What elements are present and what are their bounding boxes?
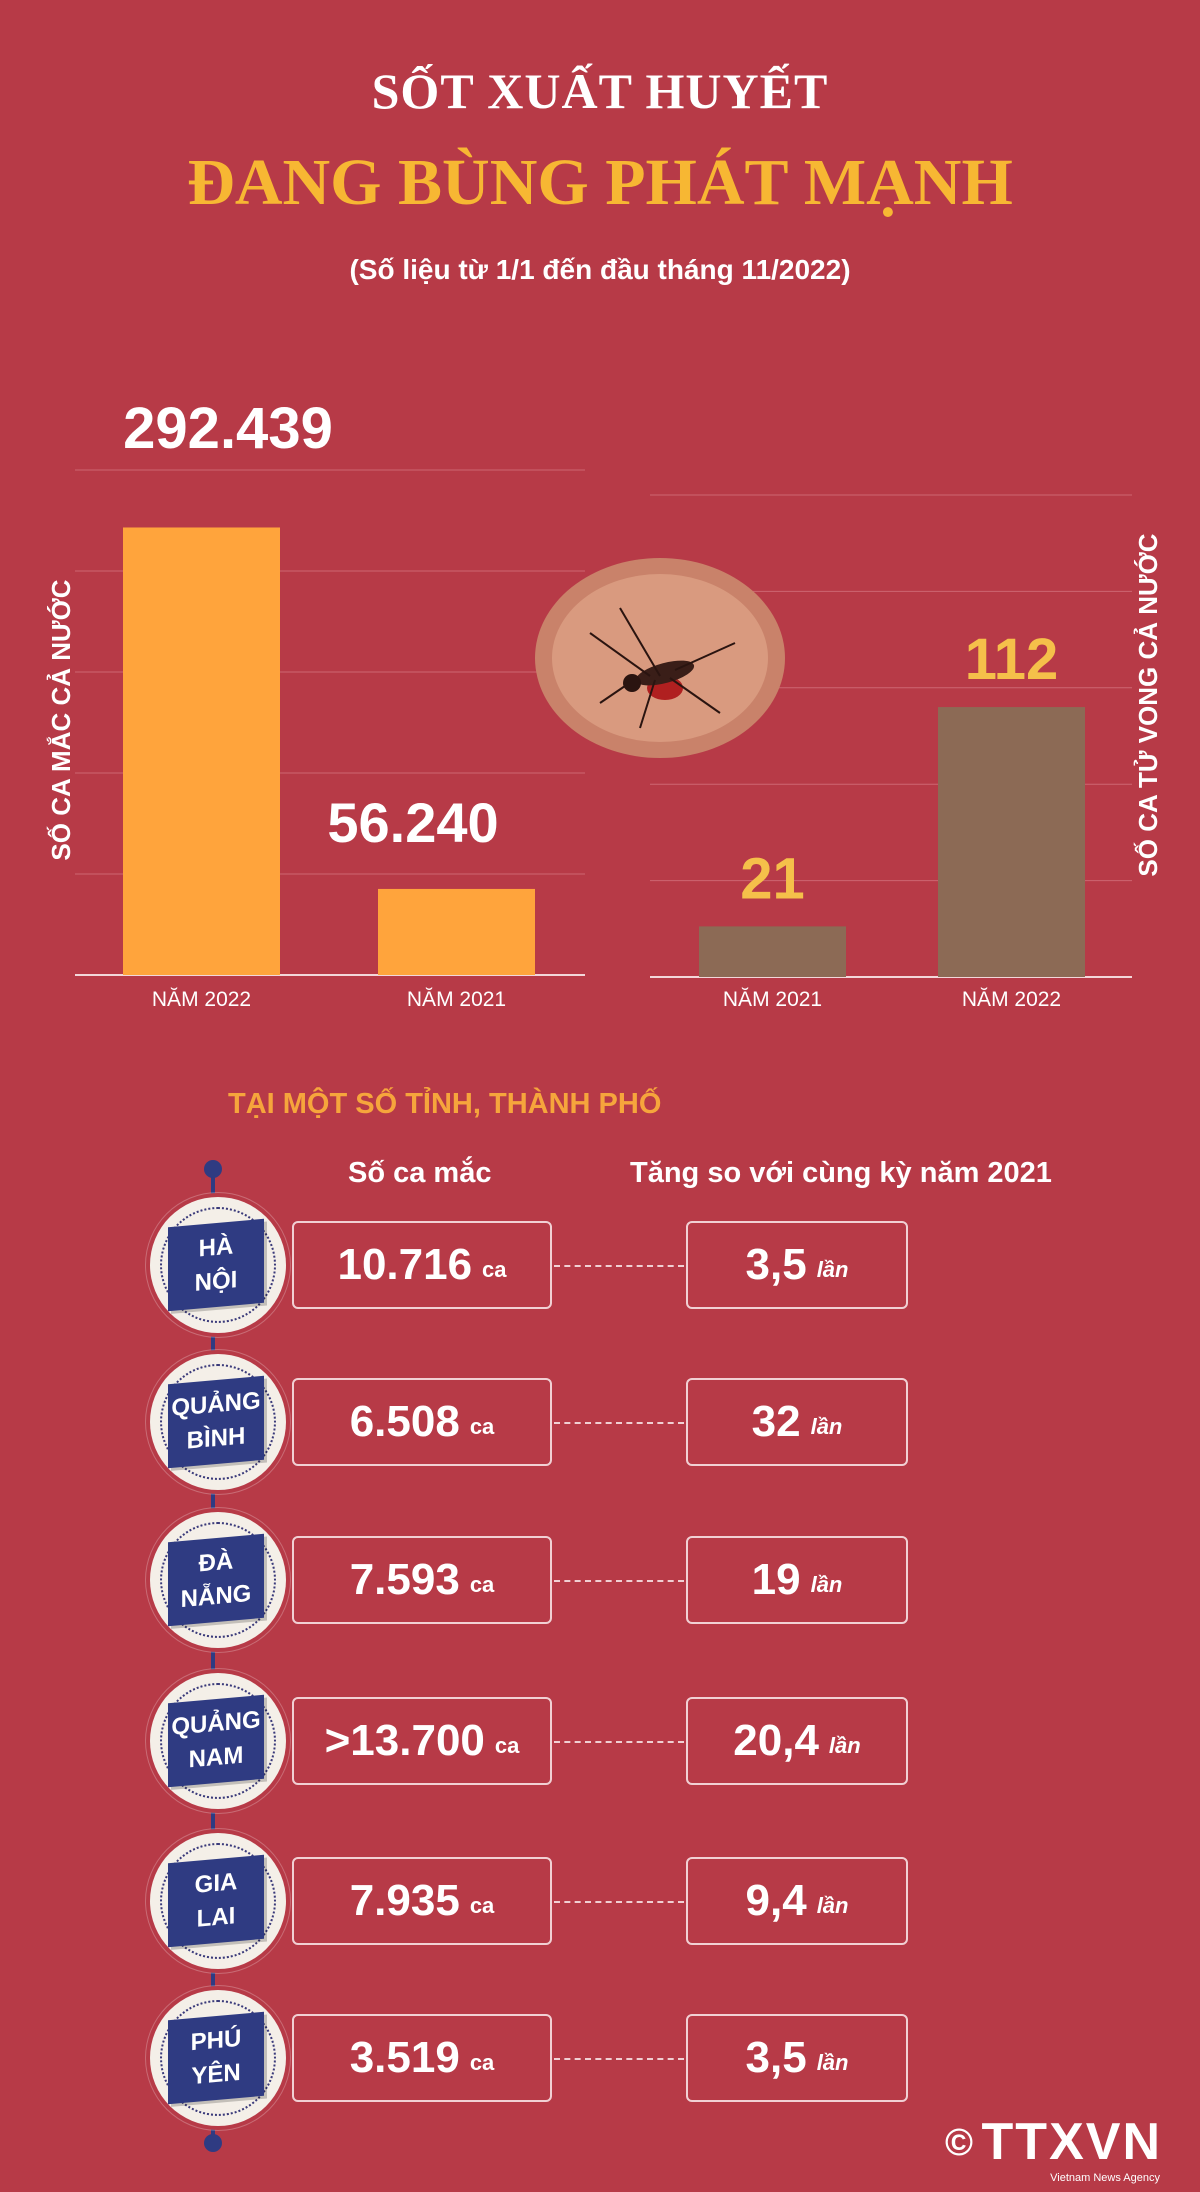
- connector-dash: [554, 1422, 684, 1424]
- increase-box: 3,5 lần: [686, 2014, 908, 2102]
- province-name: ĐÀ NẴNG: [168, 1533, 264, 1627]
- connector-dash: [554, 1741, 684, 1743]
- cases-unit: ca: [469, 2050, 495, 2075]
- increase-box: 20,4 lần: [686, 1697, 908, 1785]
- cases-value: 3.519: [349, 2033, 460, 2082]
- category-label-deaths-1: NĂM 2022: [962, 988, 1061, 1011]
- province-badge: QUẢNG BÌNH: [150, 1354, 290, 1494]
- cases-box: 6.508 ca: [292, 1378, 552, 1466]
- cases-value: 7.935: [349, 1876, 460, 1925]
- timeline-line: [211, 1170, 215, 2140]
- increase-unit: lần: [810, 1572, 843, 1597]
- increase-value: 19: [751, 1555, 801, 1604]
- copyright-icon: ©: [945, 2122, 973, 2164]
- province-badge: QUẢNG NAM: [150, 1673, 290, 1813]
- increase-unit: lần: [810, 1414, 843, 1439]
- connector-dash: [554, 1901, 684, 1903]
- bar-cases-1: [378, 888, 535, 975]
- logo-subtitle: Vietnam News Agency: [1050, 2172, 1160, 2184]
- cases-chart: 292.439 NĂM 2022 56.240 NĂM 2021 SỐ CA MẮC C…: [46, 396, 585, 1011]
- cases-box: 7.935 ca: [292, 1857, 552, 1945]
- increase-unit: lần: [828, 1733, 861, 1758]
- province-name-line1: GIA: [194, 1868, 238, 1899]
- increase-value: 20,4: [733, 1716, 819, 1765]
- connector-dash: [554, 1580, 684, 1582]
- province-badge: HÀ NỘI: [150, 1197, 290, 1337]
- province-name: GIA LAI: [168, 1854, 264, 1948]
- province-badge: GIA LAI: [150, 1833, 290, 1973]
- cases-value: 7.593: [349, 1555, 460, 1604]
- title-line2: ĐANG BÙNG PHÁT MẠNH: [187, 146, 1013, 219]
- cases-unit: ca: [469, 1414, 495, 1439]
- increase-box: 9,4 lần: [686, 1857, 908, 1945]
- bar-cases-0: [123, 527, 280, 975]
- value-label-deaths-1: 112: [965, 627, 1059, 692]
- timeline-dot-bottom: [204, 2134, 222, 2152]
- province-name-line2: NỘI: [194, 1266, 238, 1297]
- increase-box: 3,5 lần: [686, 1221, 908, 1309]
- province-name-line1: ĐÀ: [198, 1547, 234, 1578]
- subtitle: (Số liệu từ 1/1 đến đầu tháng 11/2022): [349, 254, 851, 285]
- province-name-line1: PHÚ: [190, 2024, 242, 2057]
- province-name: PHÚ YÊN: [168, 2011, 264, 2105]
- increase-unit: lần: [816, 1893, 849, 1918]
- province-name-line2: LAI: [196, 1902, 236, 1933]
- province-name-line2: NAM: [188, 1741, 244, 1774]
- category-label-deaths-0: NĂM 2021: [723, 988, 822, 1011]
- cases-unit: ca: [494, 1733, 520, 1758]
- ylabel-cases: SỐ CA MẮC CẢ NƯỚC: [46, 579, 76, 860]
- col-increase-header: Tăng so với cùng kỳ năm 2021: [630, 1157, 1052, 1189]
- province-name: QUẢNG BÌNH: [168, 1375, 264, 1469]
- cases-value: 6.508: [349, 1397, 460, 1446]
- cases-unit: ca: [469, 1572, 495, 1597]
- bar-deaths-0: [699, 926, 846, 977]
- increase-value: 3,5: [745, 1240, 807, 1289]
- connector-dash: [554, 2058, 684, 2060]
- province-name: HÀ NỘI: [168, 1218, 264, 1312]
- title-line1: SỐT XUẤT HUYẾT: [371, 63, 829, 119]
- province-name-line1: QUẢNG: [171, 1706, 261, 1741]
- increase-value: 32: [751, 1397, 801, 1446]
- cases-value: >13.700: [324, 1716, 485, 1765]
- value-label-cases-1: 56.240: [327, 791, 498, 854]
- increase-value: 3,5: [745, 2033, 807, 2082]
- province-badge: ĐÀ NẴNG: [150, 1512, 290, 1652]
- ttxvn-logo: TTXVN: [981, 2113, 1162, 2171]
- province-name-line1: HÀ: [198, 1232, 234, 1263]
- increase-unit: lần: [816, 2050, 849, 2075]
- col-cases-header: Số ca mắc: [348, 1157, 492, 1189]
- increase-box: 32 lần: [686, 1378, 908, 1466]
- charts-svg: 292.439 NĂM 2022 56.240 NĂM 2021 SỐ CA MẮC C…: [46, 396, 1163, 1011]
- ylabel-deaths: SỐ CA TỬ VONG CẢ NƯỚC: [1132, 533, 1163, 876]
- province-name-line2: BÌNH: [186, 1422, 246, 1455]
- province-name-line2: YÊN: [191, 2058, 241, 2091]
- value-label-cases-0: 292.439: [123, 396, 333, 461]
- cases-box: 10.716 ca: [292, 1221, 552, 1309]
- connector-dash: [554, 1265, 684, 1267]
- value-label-deaths-0: 21: [740, 846, 805, 911]
- category-label-cases-1: NĂM 2021: [407, 988, 506, 1011]
- cases-box: >13.700 ca: [292, 1697, 552, 1785]
- cases-unit: ca: [482, 1257, 507, 1282]
- increase-value: 9,4: [745, 1876, 807, 1925]
- timeline-dot-top: [204, 1160, 222, 1178]
- cases-box: 7.593 ca: [292, 1536, 552, 1624]
- cases-value: 10.716: [337, 1240, 473, 1289]
- province-name: QUẢNG NAM: [168, 1694, 264, 1788]
- category-label-cases-0: NĂM 2022: [152, 988, 251, 1011]
- cases-box: 3.519 ca: [292, 2014, 552, 2102]
- provinces-title: TẠI MỘT SỐ TỈNH, THÀNH PHỐ: [228, 1088, 662, 1120]
- province-name-line1: QUẢNG: [171, 1387, 261, 1422]
- deaths-chart: 21 NĂM 2021 112 NĂM 2022 SỐ CA TỬ VONG CẢ NƯ…: [650, 494, 1163, 1011]
- mosquito-icon: [535, 558, 785, 758]
- province-badge: PHÚ YÊN: [150, 1990, 290, 2130]
- province-name-line2: NẴNG: [180, 1579, 252, 1614]
- cases-unit: ca: [469, 1893, 495, 1918]
- increase-box: 19 lần: [686, 1536, 908, 1624]
- increase-unit: lần: [816, 1257, 849, 1282]
- bar-deaths-1: [938, 707, 1085, 977]
